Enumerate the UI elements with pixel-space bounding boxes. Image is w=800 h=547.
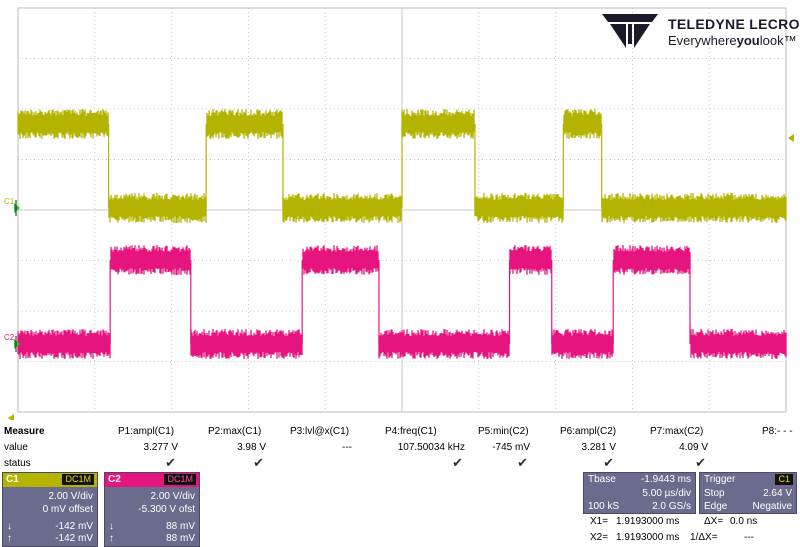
measure-param-name[interactable]: P8:- - -	[762, 426, 793, 437]
cursor-x1-value: 1.9193000 ms	[616, 516, 680, 527]
measure-table: Measure value status P1:ampl(C1) 3.277 V ✔…	[0, 424, 800, 472]
timebase-samples: 100 kS	[588, 501, 620, 512]
measure-status-check-icon: ✔	[695, 455, 706, 470]
trace-c1	[17, 109, 787, 223]
channel-c1-descriptor[interactable]: C1 DC1M 2.00 V/div 0 mV offset ↓ -142 mV…	[2, 472, 98, 547]
waveform-grid: C1 C2	[4, 7, 794, 422]
measure-param-name[interactable]: P3:lvl@x(C1)	[290, 426, 350, 437]
high-value: 88 mV	[166, 533, 195, 544]
coupling-badge: DC1M	[62, 474, 94, 485]
cursor-inv-dx-value: ---	[744, 532, 754, 543]
vdiv-value: 2.00 V/div	[48, 491, 93, 502]
low-value: 88 mV	[166, 521, 195, 532]
cursor-x2-label: X2=	[590, 532, 609, 543]
measure-param-value: -745 mV	[492, 442, 530, 453]
measure-status-row-label: status	[4, 458, 31, 469]
measure-status-check-icon: ✔	[603, 455, 614, 470]
measure-param-name[interactable]: P4:freq(C1)	[385, 426, 437, 437]
brand-name: TELEDYNE LECROY	[668, 16, 800, 32]
trigger-level-icon	[788, 134, 794, 142]
cursor-inv-dx-label: 1/ΔX=	[690, 532, 718, 543]
cursor-dx-label: ΔX=	[704, 516, 724, 527]
measure-value-row-label: value	[4, 442, 28, 453]
c2-ground-marker-label: C2	[4, 333, 15, 342]
measure-param-value: 107.50034 kHz	[397, 442, 465, 453]
up-arrow-icon: ↑	[109, 533, 114, 544]
waveform-display[interactable]: C1 C2 TELEDYNE LECROY Everywhereyoulook™	[0, 0, 800, 422]
down-arrow-icon: ↓	[109, 521, 114, 532]
measure-param-value: ---	[342, 442, 352, 453]
c1-ground-marker-label: C1	[4, 197, 15, 206]
teledyne-logo-icon	[602, 14, 658, 48]
measure-param-value: 3.98 V	[237, 442, 266, 453]
timebase-tdiv: 5.00 µs/div	[642, 488, 691, 499]
low-value: -142 mV	[55, 521, 93, 532]
up-arrow-icon: ↑	[7, 533, 12, 544]
measure-status-check-icon: ✔	[253, 455, 264, 470]
trigger-channel-badge: C1	[775, 474, 793, 485]
measure-status-check-icon: ✔	[165, 455, 176, 470]
offset-value: 0 mV offset	[42, 504, 93, 515]
trace-c2	[17, 245, 787, 359]
measure-title: Measure	[4, 426, 45, 437]
measure-param-name[interactable]: P7:max(C2)	[650, 426, 704, 437]
measure-param-name[interactable]: P5:min(C2)	[478, 426, 529, 437]
trigger-mode: Stop	[704, 488, 725, 499]
brand-logo: TELEDYNE LECROY Everywhereyoulook™	[600, 14, 800, 50]
trigger-label: Trigger	[704, 474, 736, 485]
measure-param-value: 3.277 V	[143, 442, 178, 453]
measure-param-name[interactable]: P6:ampl(C2)	[560, 426, 617, 437]
cursor-x1-label: X1=	[590, 516, 609, 527]
cursor-x2-value: 1.9193000 ms	[616, 532, 680, 543]
measure-param-name[interactable]: P1:ampl(C1)	[118, 426, 175, 437]
channel-c2-descriptor[interactable]: C2 DC1M 2.00 V/div -5.300 V ofst ↓ 88 mV…	[104, 472, 200, 547]
c1-ground-marker-icon	[14, 203, 20, 213]
trigger-slope: Negative	[752, 501, 792, 512]
channel-label: C2	[108, 474, 121, 485]
brand-tagline: Everywhereyoulook™	[668, 33, 797, 48]
measure-param-value: 3.281 V	[581, 442, 616, 453]
cursor-dx-value: 0.0 ns	[730, 516, 758, 527]
timebase-descriptor[interactable]: Tbase -1.9443 ms 5.00 µs/div 100 kS 2.0 …	[583, 472, 696, 514]
trigger-descriptor[interactable]: Trigger C1 Stop 2.64 V Edge Negative	[699, 472, 797, 514]
trigger-position-icon	[8, 414, 14, 422]
trigger-level: 2.64 V	[763, 488, 792, 499]
measure-status-check-icon: ✔	[452, 455, 463, 470]
measure-param-value: 4.09 V	[679, 442, 708, 453]
down-arrow-icon: ↓	[7, 521, 12, 532]
coupling-badge: DC1M	[164, 474, 196, 485]
offset-value: -5.300 V ofst	[138, 504, 195, 515]
timebase-delay: -1.9443 ms	[640, 474, 691, 485]
timebase-label: Tbase	[588, 474, 616, 485]
measure-param-name[interactable]: P2:max(C1)	[208, 426, 262, 437]
trigger-type: Edge	[704, 501, 728, 512]
high-value: -142 mV	[55, 533, 93, 544]
timebase-rate: 2.0 GS/s	[652, 501, 691, 512]
channel-label: C1	[6, 474, 19, 485]
measure-status-check-icon: ✔	[517, 455, 528, 470]
vdiv-value: 2.00 V/div	[150, 491, 195, 502]
